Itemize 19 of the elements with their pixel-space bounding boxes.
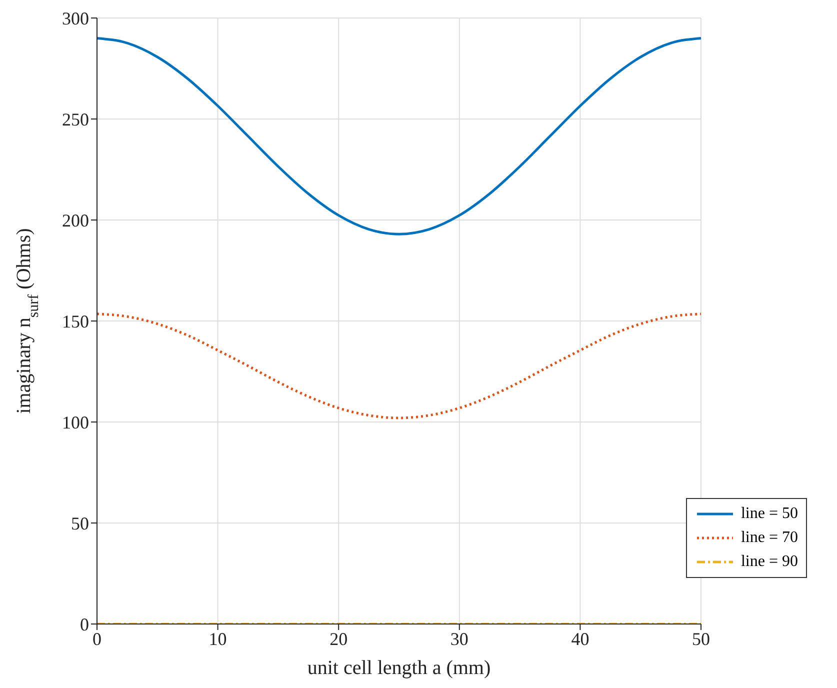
x-tick-label: 40 xyxy=(571,628,590,649)
y-tick-label: 50 xyxy=(71,513,89,534)
y-tick-label: 250 xyxy=(62,109,89,130)
line-series xyxy=(97,36,701,236)
y-tick-label: 150 xyxy=(62,311,89,332)
legend-label: line = 90 xyxy=(740,552,798,572)
y-tick-label: 100 xyxy=(62,412,89,432)
x-axis-title: unit cell length a (mm) xyxy=(307,657,491,679)
y-tick-label: 0 xyxy=(80,614,89,634)
x-tick-label: 20 xyxy=(330,628,348,649)
y-tick-label: 200 xyxy=(62,210,89,230)
legend-label: line = 50 xyxy=(740,504,798,524)
legend-label: line = 70 xyxy=(740,528,798,548)
line-series xyxy=(97,312,701,420)
x-tick-label: 10 xyxy=(208,628,227,649)
x-tick-label: 30 xyxy=(450,628,468,649)
x-tick-label: 50 xyxy=(692,628,710,649)
x-tick-label: 0 xyxy=(92,628,102,649)
y-tick-label: 300 xyxy=(62,8,89,28)
